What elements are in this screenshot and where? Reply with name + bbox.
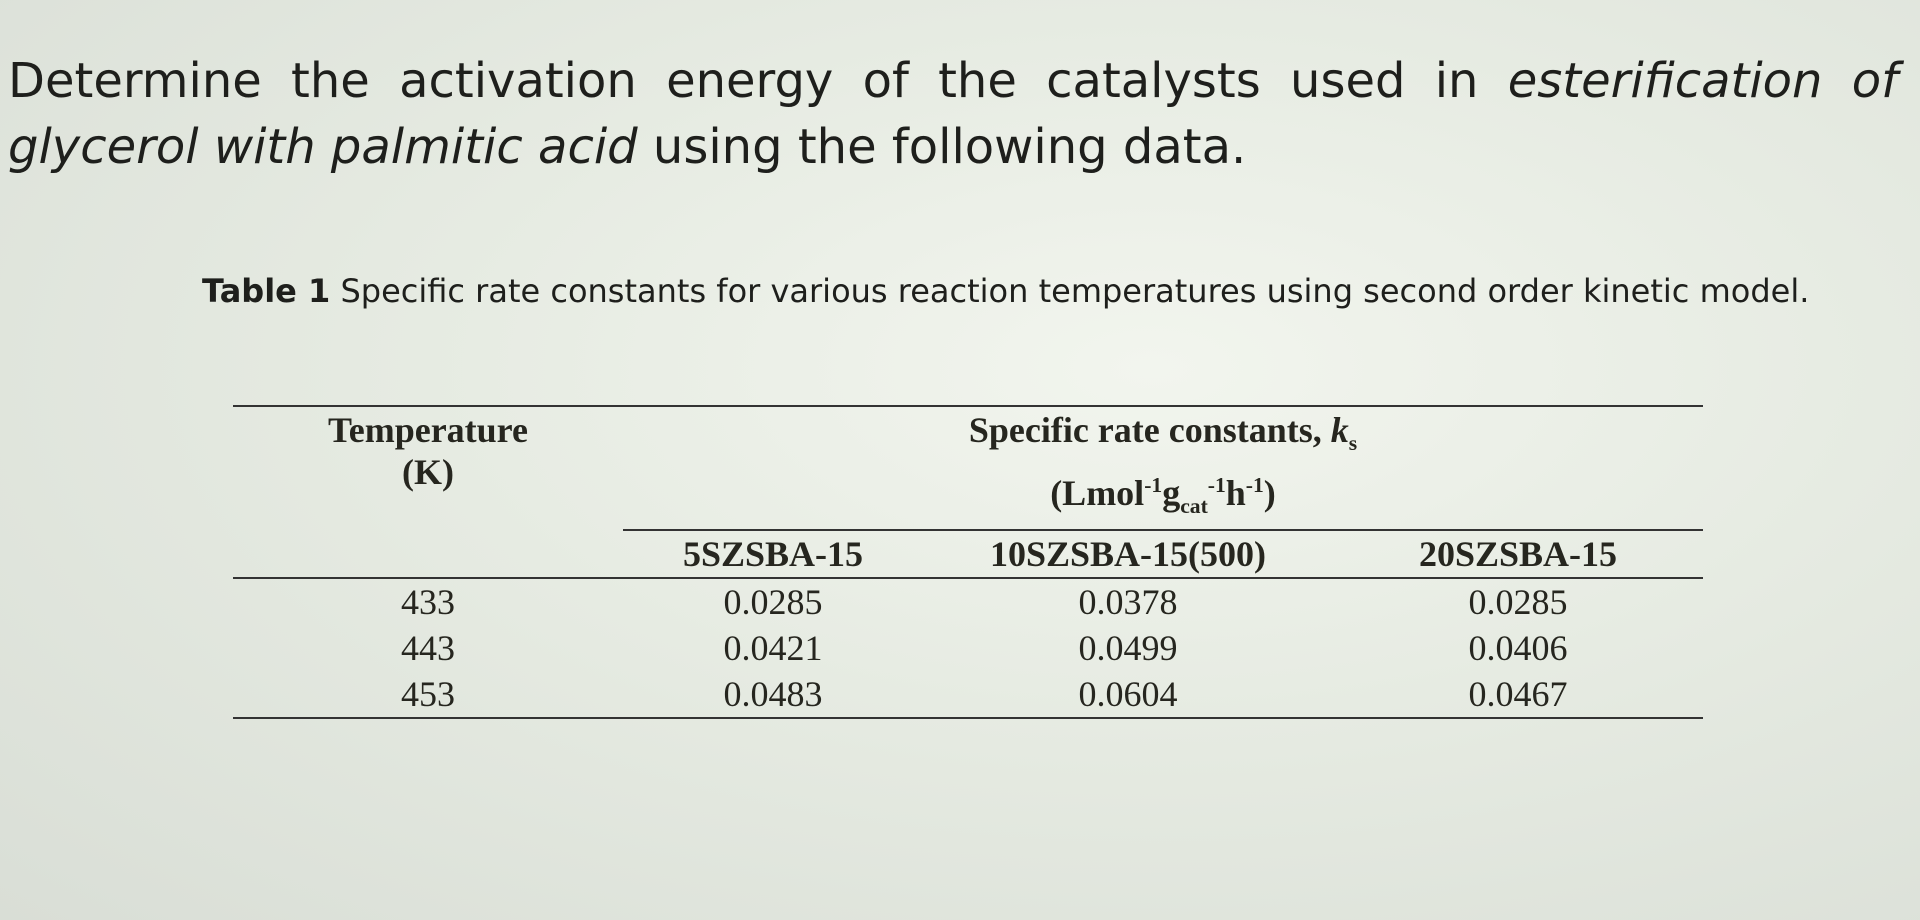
column-header: 5SZSBA-15 (623, 530, 923, 580)
header-text: Specific rate constants, (968, 410, 1331, 450)
table-row: 433 0.0285 0.0378 0.0285 (233, 578, 1703, 625)
temperature-header: Temperature (K) (233, 404, 623, 580)
table-cell: 0.0604 (923, 671, 1333, 720)
rate-header: Specific rate constants, ks (Lmol-1gcat-… (623, 404, 1703, 532)
unit: g (1162, 473, 1181, 514)
table-cell: 0.0378 (1078, 582, 1178, 623)
unit-sub: cat (1180, 494, 1208, 519)
header-row: Temperature (K) Specific rate constants, … (233, 404, 1703, 580)
caption-text: Specific rate constants for various reac… (330, 272, 1810, 310)
column-header: 10SZSBA-15(500) (923, 530, 1333, 580)
unit: (Lmol (1050, 473, 1145, 514)
table-cell: 453 (233, 671, 623, 720)
question-text: Determine the activation energy of the c… (8, 53, 1508, 109)
table-cell: 0.0499 (1078, 628, 1178, 669)
table-cell: 433 (401, 582, 455, 623)
table-cell: 0.0285 (1468, 582, 1568, 623)
data-table: Temperature (K) Specific rate constants, … (233, 404, 1703, 720)
table-row: 443 0.0421 0.0499 0.0406 (233, 625, 1703, 671)
table-cell: 0.0421 (723, 628, 823, 669)
table-cell: 0.0285 (723, 582, 823, 623)
unit: h (1225, 473, 1246, 514)
column-row: 5SZSBA-15 10SZSBA-15(500) 20SZSBA-15 (233, 530, 1703, 580)
caption: Table 1 Specific rate constants for vari… (202, 268, 1822, 314)
header-text: (K) (402, 452, 454, 492)
unit-exp: -1 (1207, 473, 1226, 498)
table-cell: 0.0483 (623, 671, 923, 720)
unit-exp: -1 (1245, 473, 1264, 498)
header-subscript: s (1348, 431, 1358, 456)
table-cell: 0.0406 (1468, 628, 1568, 669)
table-row: 453 0.0483 0.0604 0.0467 (233, 671, 1703, 720)
question-text: using the following data. (637, 119, 1247, 175)
header-symbol: k (1330, 410, 1349, 450)
caption-label: Table 1 (202, 272, 331, 310)
column-header: 20SZSBA-15 (1333, 530, 1703, 580)
header-text: Temperature (328, 410, 528, 450)
question-emphasis: esterification of glycerol with palmitic… (8, 53, 1898, 175)
table-cell: 0.0467 (1333, 671, 1703, 720)
table-cell: 443 (401, 628, 455, 669)
unit: ) (1263, 473, 1276, 514)
unit-exp: -1 (1144, 473, 1163, 498)
table-body: 433 0.0285 0.0378 0.0285 443 0.0421 0.0499 0.04… (233, 578, 1703, 720)
question: Determine the activation energy of the c… (8, 48, 1898, 180)
